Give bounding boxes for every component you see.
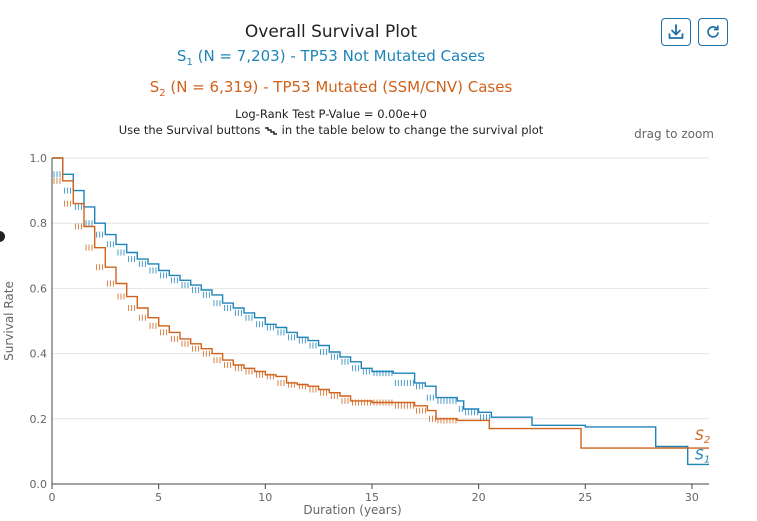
legend-series-1-text: (N = 7,203) - TP53 Not Mutated Cases bbox=[192, 47, 486, 65]
curve-end-label-s2: S2 bbox=[695, 428, 710, 446]
x-tick-label: 0 bbox=[49, 491, 56, 504]
x-tick-label: 20 bbox=[472, 491, 486, 504]
legend-series-1-sub: 1 bbox=[186, 57, 193, 68]
plot-header: Overall Survival Plot S1 (N = 7,203) - T… bbox=[0, 20, 662, 138]
instruction-text: Use the Survival buttons in the table be… bbox=[0, 122, 662, 138]
reset-button[interactable] bbox=[698, 18, 728, 46]
legend-series-1-prefix: S bbox=[176, 47, 187, 65]
survival-curve-s2[interactable] bbox=[52, 157, 709, 449]
survival-curve-s1[interactable] bbox=[52, 157, 709, 466]
x-tick-label: 10 bbox=[258, 491, 272, 504]
download-button[interactable] bbox=[661, 18, 691, 46]
y-tick-label: 1.0 bbox=[30, 152, 48, 165]
legend-series-2: S2 (N = 6,319) - TP53 Mutated (SSM/CNV) … bbox=[0, 75, 662, 106]
censor-marks-s2 bbox=[53, 177, 457, 424]
y-axis-title: Survival Rate bbox=[2, 281, 16, 361]
instruction-before: Use the Survival buttons bbox=[118, 123, 261, 137]
pvalue-text: Log-Rank Test P-Value = 0.00e+0 bbox=[235, 107, 427, 121]
legend-series-2-text: (N = 6,319) - TP53 Mutated (SSM/CNV) Cas… bbox=[165, 78, 513, 96]
survival-curve-icon bbox=[265, 126, 278, 135]
curve-end-label-s1: S1 bbox=[695, 447, 710, 465]
instruction-after: in the table below to change the surviva… bbox=[281, 123, 544, 137]
x-axis-title: Duration (years) bbox=[303, 503, 401, 517]
legend-series-2-sub: 2 bbox=[159, 88, 166, 99]
x-tick-label: 5 bbox=[155, 491, 162, 504]
legend-series-2-prefix: S bbox=[149, 78, 160, 96]
x-tick-label: 30 bbox=[685, 491, 699, 504]
y-tick-label: 0.0 bbox=[30, 478, 48, 491]
x-tick-label: 25 bbox=[578, 491, 592, 504]
download-icon bbox=[668, 24, 684, 39]
drag-to-zoom-hint: drag to zoom bbox=[634, 127, 714, 141]
reset-icon bbox=[707, 25, 719, 38]
y-tick-label: 0.4 bbox=[30, 348, 48, 361]
x-tick-label: 15 bbox=[365, 491, 379, 504]
page-title: Overall Survival Plot bbox=[244, 22, 418, 42]
edge-handle bbox=[0, 231, 5, 242]
y-tick-label: 0.6 bbox=[30, 282, 48, 295]
y-tick-label: 0.8 bbox=[30, 217, 48, 230]
censor-marks-s1 bbox=[53, 171, 491, 421]
legend-series-1: S1 (N = 7,203) - TP53 Not Mutated Cases bbox=[0, 44, 662, 75]
y-tick-label: 0.2 bbox=[30, 413, 48, 426]
